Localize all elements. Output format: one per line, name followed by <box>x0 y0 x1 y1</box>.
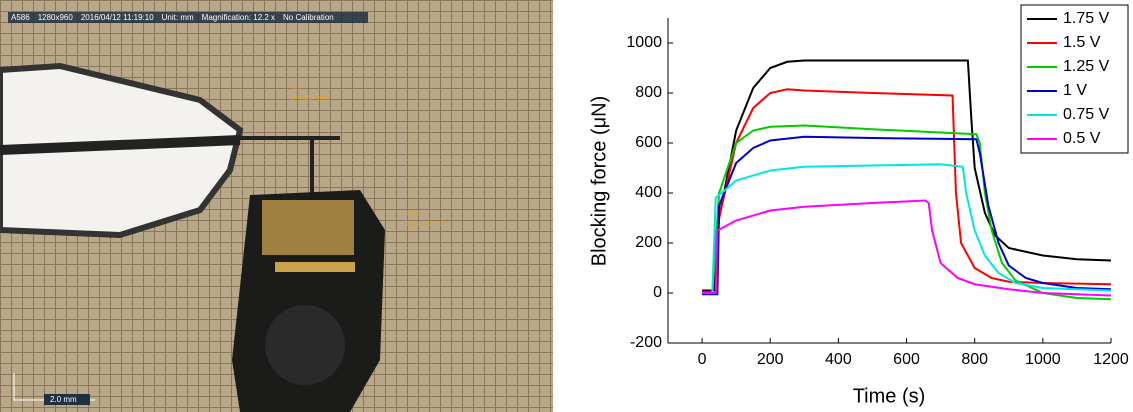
y-tick-label: 1000 <box>626 34 662 51</box>
info-text: Magnification: 12.2 x <box>202 13 275 22</box>
info-bar <box>8 12 368 23</box>
scale-label: 2.0 mm <box>50 395 77 404</box>
y-tick-label: 600 <box>635 134 662 151</box>
x-tick-label: 800 <box>961 351 988 368</box>
series-line <box>702 59 1112 292</box>
info-group: A586 1280x960 2016/04/12 11:19:10 Unit: mm M… <box>11 13 334 22</box>
chart: Blocking force (μN) Time (s) -200 0 200 400… <box>588 4 1129 407</box>
legend-label: 1.5 V <box>1063 34 1101 51</box>
tweezer-gap <box>0 135 241 155</box>
legend-label: 1.75 V <box>1063 10 1110 27</box>
x-tick-label: 200 <box>757 351 784 368</box>
y-tick-label: 400 <box>635 184 662 201</box>
legend-box <box>1020 4 1129 154</box>
x-tick-label: 1200 <box>1093 351 1129 368</box>
measure-label: DL0 <box>407 211 420 218</box>
microscope-photo: A586 1280x960 2016/04/12 11:19:10 Unit: mm M… <box>0 0 553 412</box>
tweezer <box>0 62 244 239</box>
scale-bg <box>44 394 90 405</box>
x-tick-label: 1000 <box>1025 351 1061 368</box>
series-line <box>702 88 1112 293</box>
info-text: No Calibration <box>283 13 334 22</box>
measure-value: L=3.021 mm <box>407 221 446 228</box>
info-text: A586 <box>11 13 30 22</box>
series-line <box>702 135 1112 296</box>
info-text: 2016/04/12 11:19:10 <box>81 13 154 22</box>
legend-label: 1.25 V <box>1063 58 1110 75</box>
gold-pad <box>275 262 355 272</box>
y-tick-label: 0 <box>653 284 662 301</box>
series-line <box>702 199 1112 297</box>
info-text: Unit: mm <box>162 13 194 22</box>
x-tick-label: 400 <box>825 351 852 368</box>
y-axis-title: Blocking force (μN) <box>588 96 610 266</box>
info-text: 1280x960 <box>38 13 74 22</box>
x-axis-title: Time (s) <box>853 385 926 407</box>
measure-label: DL1 <box>290 85 303 92</box>
coin-cell <box>265 305 345 385</box>
series-line <box>702 163 1112 294</box>
gold-clamp <box>262 200 354 255</box>
legend-label: 0.75 V <box>1063 106 1110 123</box>
y-tick-label: 800 <box>635 84 662 101</box>
y-tick-label: 200 <box>635 234 662 251</box>
legend-label: 1 V <box>1063 82 1087 99</box>
x-tick-label: 600 <box>893 351 920 368</box>
y-tick-label: -200 <box>630 334 662 351</box>
x-tick-label: 0 <box>698 351 707 368</box>
measure-value: L=4.057 mm <box>290 95 329 102</box>
legend-label: 0.5 V <box>1063 130 1101 147</box>
